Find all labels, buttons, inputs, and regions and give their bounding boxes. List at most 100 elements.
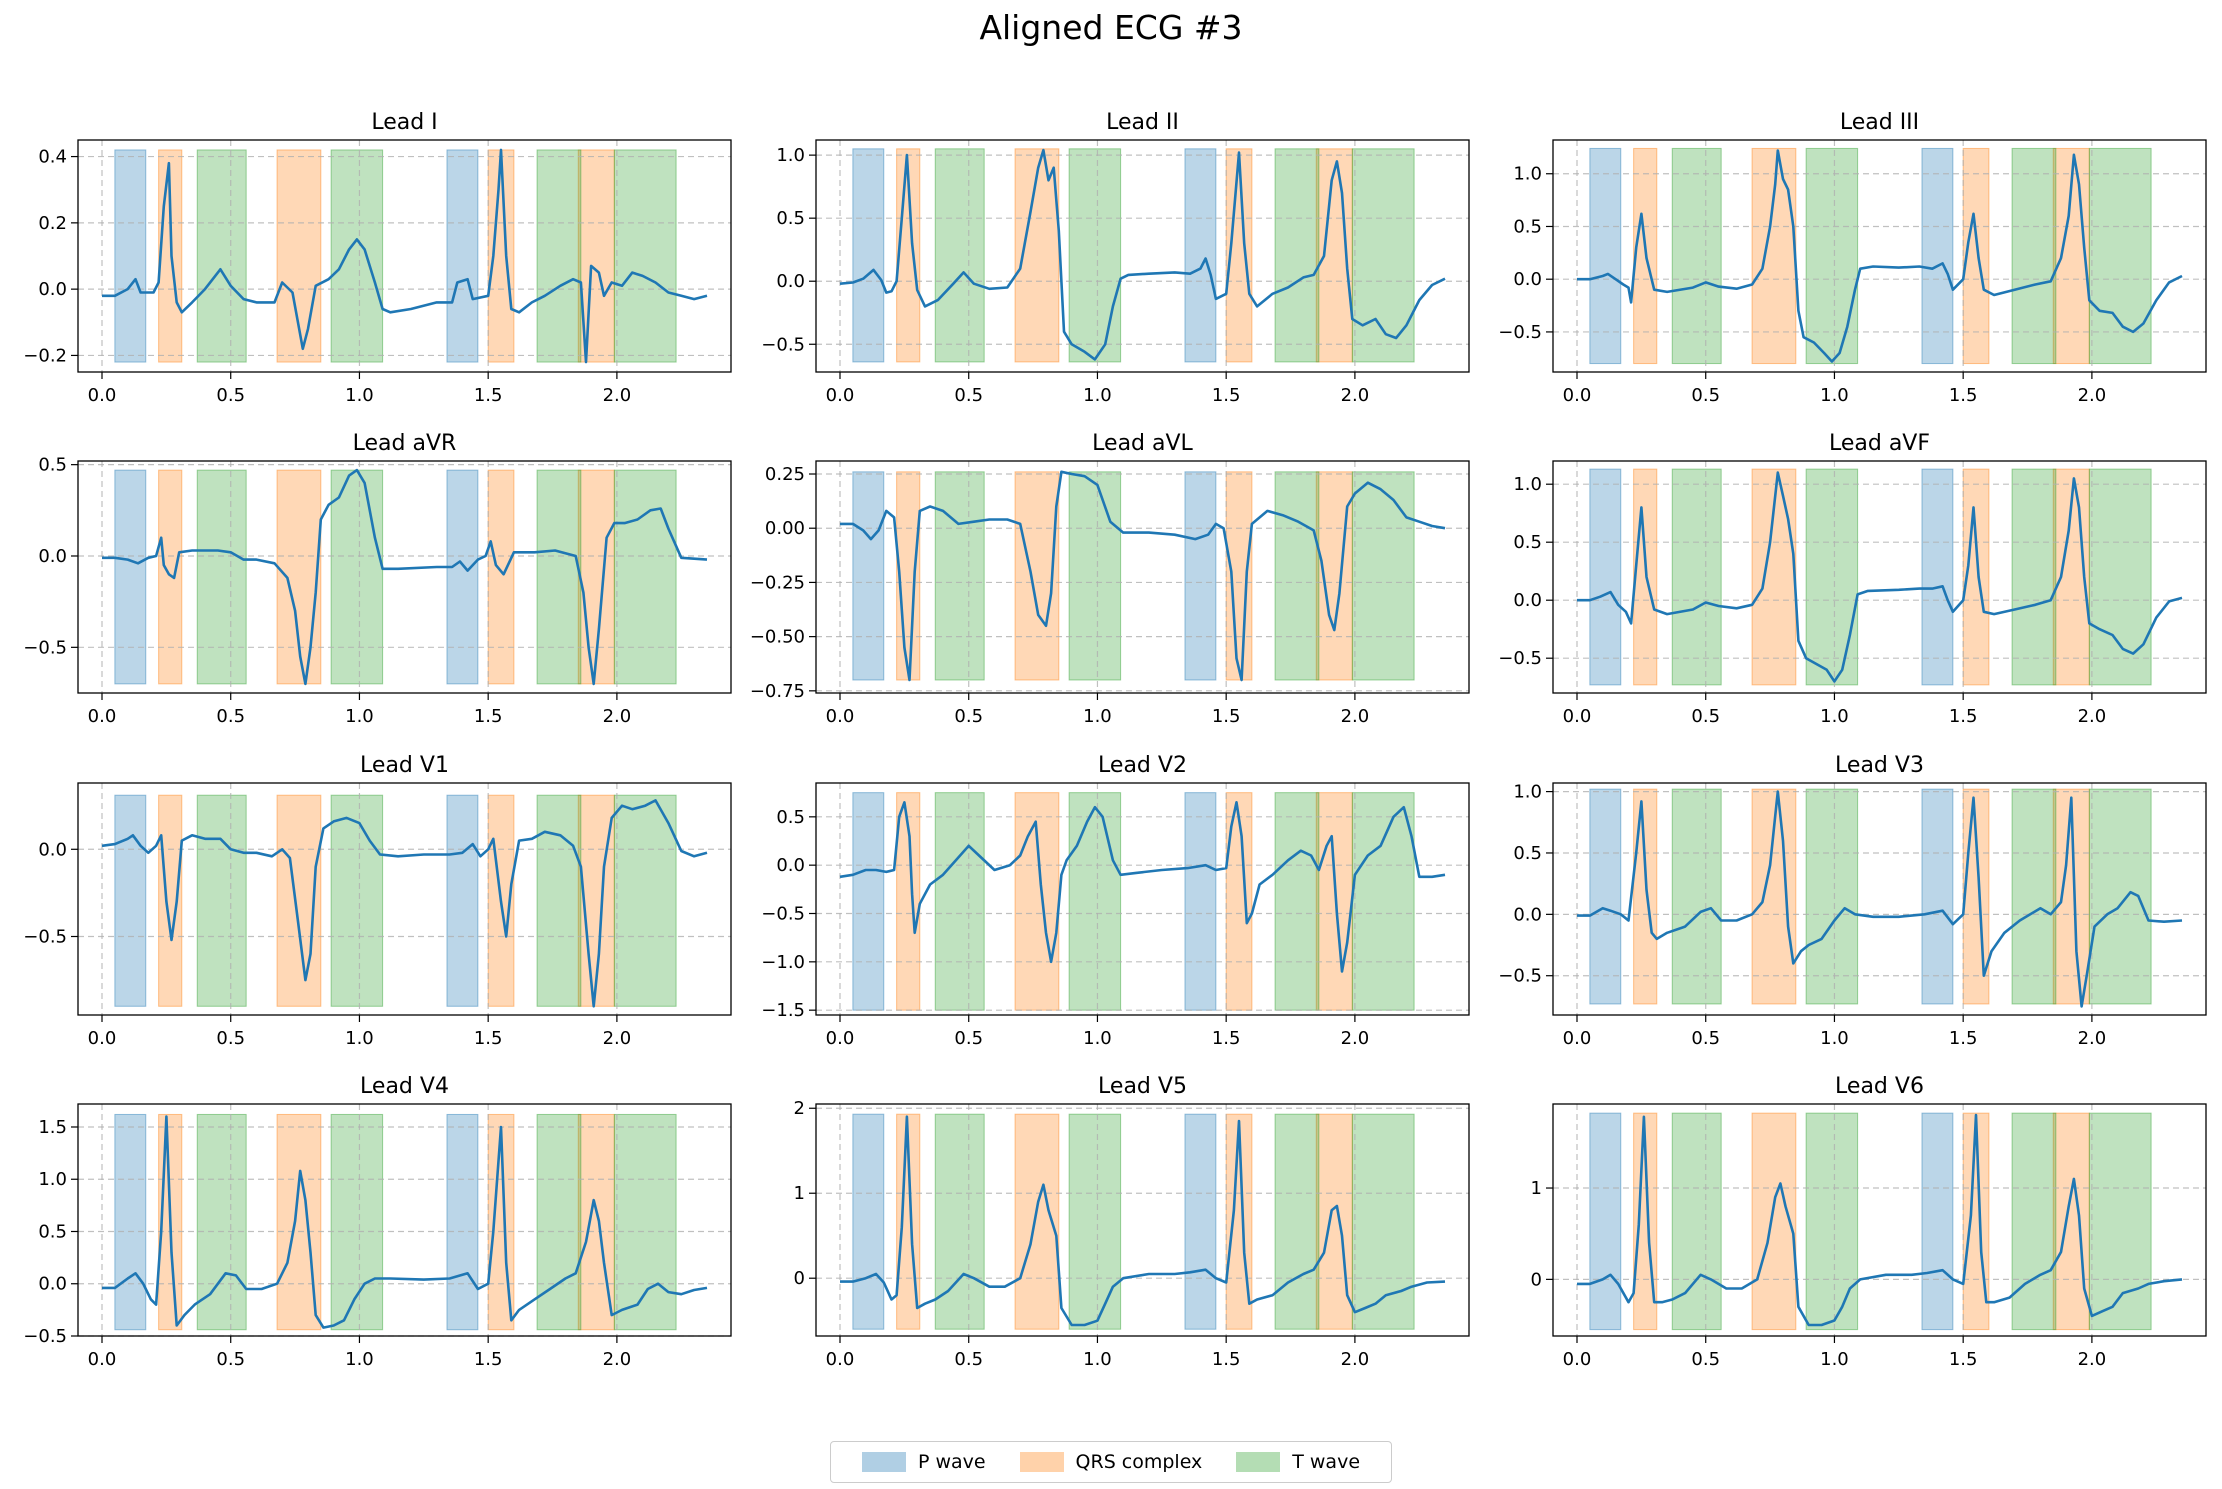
band-t-wave bbox=[1068, 148, 1122, 363]
x-tick-label: 1.0 bbox=[1083, 385, 1112, 406]
x-tick-label: 0.0 bbox=[88, 385, 117, 406]
band-p-wave bbox=[114, 1113, 147, 1331]
legend-swatch bbox=[861, 1452, 906, 1472]
axes-frame bbox=[815, 139, 1470, 373]
band-t-wave bbox=[1805, 147, 1859, 365]
x-tick-label: 1.0 bbox=[1083, 1028, 1112, 1049]
band-p-wave bbox=[1184, 148, 1217, 363]
band-p-wave bbox=[1184, 471, 1217, 681]
y-tick-label: 1.0 bbox=[38, 1169, 67, 1190]
band-p-wave bbox=[446, 149, 479, 363]
y-tick-label: 0.5 bbox=[38, 455, 67, 476]
band-t-wave bbox=[613, 149, 677, 363]
x-tick-label: 2.0 bbox=[1341, 385, 1370, 406]
y-tick-label: −0.5 bbox=[761, 904, 805, 925]
x-tick-label: 0.5 bbox=[216, 706, 245, 727]
x-tick-label: 1.0 bbox=[1820, 385, 1849, 406]
band-t-wave bbox=[1274, 1113, 1320, 1330]
axes-frame bbox=[77, 1103, 732, 1337]
y-tick-label: 0.0 bbox=[1513, 590, 1542, 611]
band-p-wave bbox=[852, 792, 885, 1011]
band-t-wave bbox=[1068, 471, 1122, 681]
band-t-wave bbox=[1805, 788, 1859, 1005]
band-t-wave bbox=[1671, 147, 1722, 365]
y-tick-label: 0.0 bbox=[1513, 269, 1542, 290]
subplot-title: Lead V1 bbox=[360, 753, 449, 778]
band-t-wave bbox=[1351, 1113, 1415, 1330]
band-t-wave bbox=[1068, 792, 1122, 1011]
ecg-signal-line bbox=[101, 799, 708, 1008]
y-tick-label: −0.5 bbox=[23, 1326, 67, 1347]
axes-frame bbox=[1552, 460, 2207, 694]
ecg-signal-line bbox=[1577, 149, 2183, 363]
x-tick-label: 1.0 bbox=[1083, 706, 1112, 727]
segment-bands bbox=[852, 1113, 1415, 1330]
band-t-wave bbox=[613, 1113, 677, 1331]
band-p-wave bbox=[1589, 468, 1622, 686]
band-t-wave bbox=[1068, 1113, 1122, 1330]
x-tick-label: 0.5 bbox=[954, 385, 983, 406]
subplot-title: Lead V5 bbox=[1098, 1074, 1187, 1099]
ecg-signal-line bbox=[1577, 790, 2183, 1008]
x-tick-label: 2.0 bbox=[1341, 706, 1370, 727]
x-tick-label: 1.0 bbox=[345, 1349, 374, 1370]
legend-label: P wave bbox=[917, 1451, 986, 1473]
legend-label: QRS complex bbox=[1075, 1451, 1203, 1473]
y-tick-label: 0.0 bbox=[776, 855, 805, 876]
y-tick-label: 0.00 bbox=[765, 518, 805, 539]
axes-frame bbox=[815, 782, 1470, 1016]
axes-frame bbox=[77, 460, 732, 694]
y-tick-label: 0.5 bbox=[776, 807, 805, 828]
y-tick-label: 1 bbox=[1531, 1178, 1542, 1199]
gridlines bbox=[1553, 140, 2206, 372]
x-tick-label: 1.0 bbox=[1083, 1349, 1112, 1370]
band-t-wave bbox=[613, 794, 677, 1007]
y-tick-label: 0.0 bbox=[1513, 904, 1542, 925]
axes-frame bbox=[1552, 782, 2207, 1016]
subplot-title: Lead II bbox=[1106, 110, 1179, 135]
x-tick-label: 2.0 bbox=[2078, 1349, 2107, 1370]
y-tick-label: 1 bbox=[794, 1183, 805, 1204]
x-tick-label: 0.0 bbox=[88, 706, 117, 727]
band-p-wave bbox=[1589, 1112, 1622, 1331]
segment-bands bbox=[1589, 1112, 2152, 1331]
ecg-signal-line bbox=[840, 1115, 1446, 1327]
axes-frame bbox=[1552, 139, 2207, 373]
y-tick-label: −0.5 bbox=[1498, 322, 1542, 343]
band-t-wave bbox=[1805, 1112, 1859, 1331]
x-tick-label: 0.0 bbox=[826, 385, 855, 406]
legend-swatch bbox=[1019, 1452, 1064, 1472]
gridlines bbox=[78, 140, 731, 372]
band-t-wave bbox=[536, 1113, 582, 1331]
x-tick-label: 1.0 bbox=[1820, 1028, 1849, 1049]
x-tick-label: 0.5 bbox=[216, 385, 245, 406]
band-t-wave bbox=[330, 469, 384, 685]
y-tick-label: 1.0 bbox=[776, 145, 805, 166]
x-tick-label: 2.0 bbox=[603, 385, 632, 406]
x-tick-label: 0.0 bbox=[826, 706, 855, 727]
y-tick-label: 1.0 bbox=[1513, 474, 1542, 495]
band-t-wave bbox=[196, 1113, 247, 1331]
x-tick-label: 0.0 bbox=[826, 1349, 855, 1370]
x-tick-label: 0.5 bbox=[1691, 706, 1720, 727]
x-tick-label: 1.0 bbox=[345, 1028, 374, 1049]
segment-bands bbox=[1589, 147, 2152, 365]
gridlines bbox=[816, 1104, 1469, 1336]
x-tick-label: 0.0 bbox=[826, 1028, 855, 1049]
band-t-wave bbox=[934, 792, 985, 1011]
band-t-wave bbox=[1351, 471, 1415, 681]
y-tick-label: 0.0 bbox=[38, 839, 67, 860]
subplot-title: Lead V3 bbox=[1835, 753, 1924, 778]
band-p-wave bbox=[1184, 1113, 1217, 1330]
x-tick-label: 2.0 bbox=[1341, 1349, 1370, 1370]
subplot-lead-v2: 0.0 0.5 1.0 1.5 2.0 −1.5 −1.0 −0.5 0.0 0.5 Lead V2 bbox=[761, 753, 1470, 1049]
band-p-wave bbox=[1589, 147, 1622, 365]
subplot-lead-i: 0.0 0.5 1.0 1.5 2.0 −0.2 0.0 0.2 0.4 Lead I bbox=[23, 110, 732, 406]
subplot-title: Lead aVR bbox=[353, 431, 457, 456]
legend: P wave QRS complex T wave bbox=[830, 1441, 1392, 1483]
x-tick-label: 0.0 bbox=[88, 1028, 117, 1049]
band-t-wave bbox=[1805, 468, 1859, 686]
y-tick-label: −0.5 bbox=[1498, 648, 1542, 669]
band-p-wave bbox=[1921, 788, 1954, 1005]
